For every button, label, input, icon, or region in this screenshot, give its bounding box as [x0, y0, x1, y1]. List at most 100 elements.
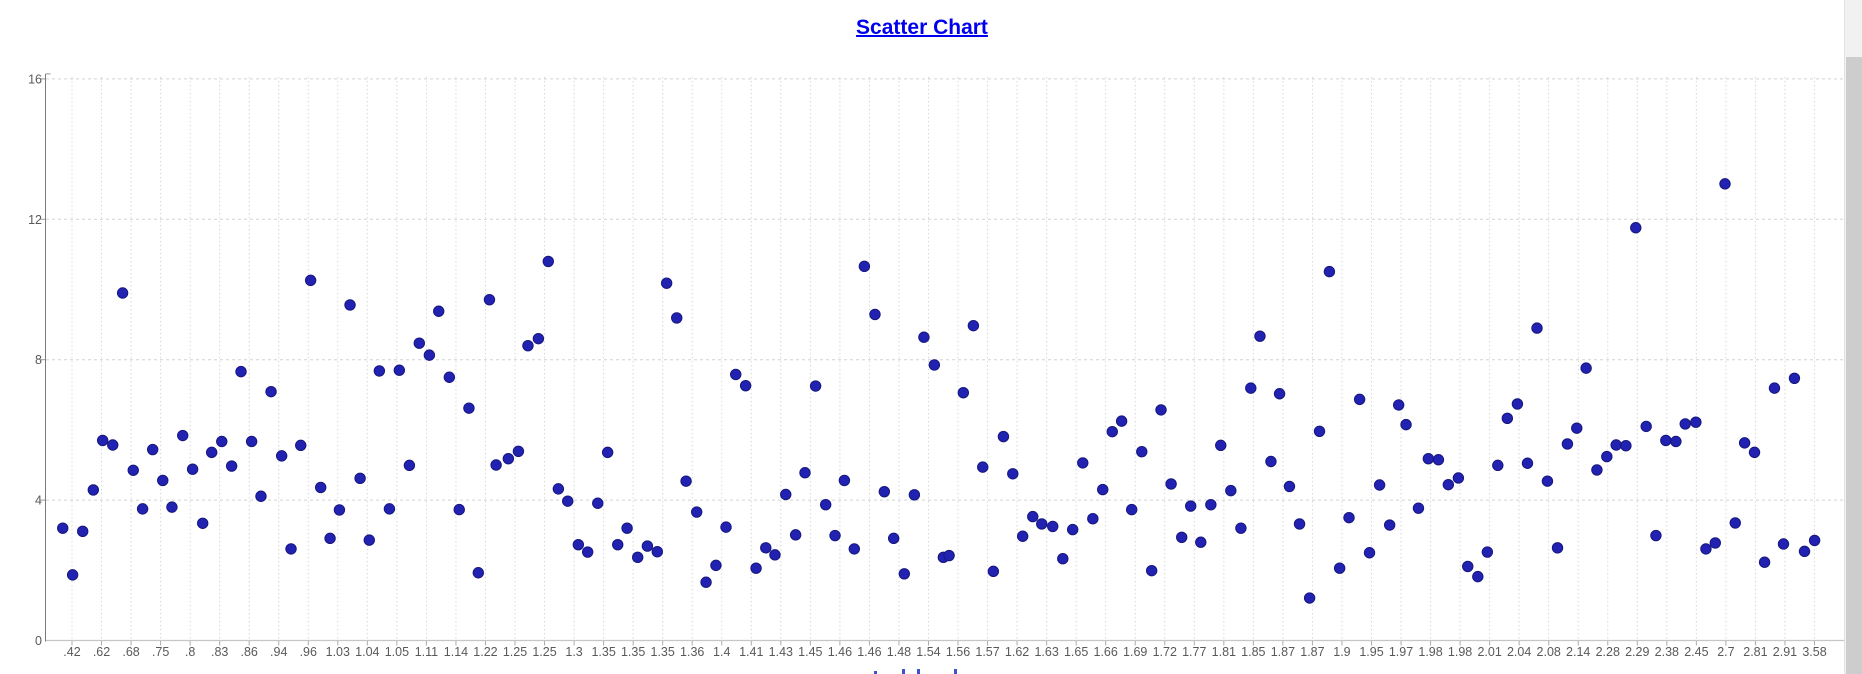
- data-point[interactable]: [641, 540, 654, 552]
- data-point[interactable]: [789, 529, 802, 541]
- data-point[interactable]: [1729, 517, 1741, 529]
- data-point[interactable]: [1273, 388, 1286, 400]
- data-point[interactable]: [928, 359, 941, 371]
- data-point[interactable]: [1700, 543, 1712, 555]
- data-point[interactable]: [146, 443, 159, 456]
- data-point[interactable]: [235, 365, 247, 378]
- data-point[interactable]: [1185, 500, 1197, 512]
- data-point[interactable]: [490, 459, 502, 471]
- data-point[interactable]: [1748, 446, 1761, 459]
- data-point[interactable]: [542, 255, 554, 268]
- data-point[interactable]: [1363, 547, 1376, 559]
- data-point[interactable]: [1115, 415, 1128, 427]
- data-point[interactable]: [127, 464, 139, 476]
- data-point[interactable]: [838, 474, 851, 487]
- data-point[interactable]: [552, 483, 565, 495]
- data-point[interactable]: [186, 463, 199, 475]
- data-point[interactable]: [1808, 534, 1821, 547]
- data-point[interactable]: [285, 543, 297, 555]
- data-point[interactable]: [1551, 542, 1564, 554]
- data-point[interactable]: [621, 522, 633, 534]
- data-point[interactable]: [572, 538, 585, 551]
- data-point[interactable]: [1511, 398, 1524, 410]
- data-point[interactable]: [651, 545, 664, 558]
- data-point[interactable]: [433, 305, 445, 317]
- data-point[interactable]: [1640, 420, 1652, 433]
- data-point[interactable]: [1738, 437, 1751, 449]
- data-point[interactable]: [1462, 560, 1474, 573]
- data-point[interactable]: [87, 484, 100, 496]
- data-point[interactable]: [1155, 404, 1167, 416]
- data-point[interactable]: [1145, 564, 1158, 577]
- data-point[interactable]: [245, 435, 258, 448]
- data-point[interactable]: [463, 402, 475, 414]
- data-point[interactable]: [304, 274, 317, 287]
- data-point[interactable]: [1087, 513, 1099, 525]
- data-point[interactable]: [1777, 538, 1790, 550]
- data-point[interactable]: [680, 475, 692, 487]
- data-point[interactable]: [205, 446, 218, 459]
- data-point[interactable]: [1690, 416, 1702, 428]
- data-point[interactable]: [333, 504, 346, 516]
- data-point[interactable]: [869, 308, 881, 321]
- data-point[interactable]: [1245, 382, 1257, 394]
- data-point[interactable]: [453, 503, 465, 516]
- data-point[interactable]: [612, 538, 624, 551]
- data-point[interactable]: [1452, 472, 1465, 484]
- data-point[interactable]: [275, 450, 288, 462]
- data-point[interactable]: [1165, 478, 1177, 490]
- data-point[interactable]: [177, 429, 189, 442]
- data-point[interactable]: [225, 460, 238, 472]
- data-point[interactable]: [1521, 457, 1534, 469]
- data-point[interactable]: [344, 299, 356, 311]
- scrollbar-track[interactable]: [1844, 0, 1862, 674]
- data-point[interactable]: [295, 439, 307, 452]
- data-point[interactable]: [1303, 592, 1316, 604]
- data-point[interactable]: [592, 497, 604, 509]
- data-point[interactable]: [898, 568, 911, 580]
- data-point[interactable]: [631, 551, 644, 564]
- data-point[interactable]: [107, 439, 119, 451]
- data-point[interactable]: [383, 503, 396, 515]
- data-point[interactable]: [1630, 222, 1642, 234]
- data-point[interactable]: [710, 559, 722, 572]
- data-point[interactable]: [1373, 479, 1386, 491]
- data-point[interactable]: [196, 517, 209, 529]
- data-point[interactable]: [1591, 464, 1603, 476]
- data-point[interactable]: [116, 287, 129, 299]
- data-point[interactable]: [1571, 422, 1583, 434]
- data-point[interactable]: [472, 567, 484, 579]
- data-point[interactable]: [1650, 529, 1662, 542]
- data-point[interactable]: [166, 501, 178, 513]
- data-point[interactable]: [1136, 445, 1148, 458]
- data-point[interactable]: [1323, 265, 1336, 278]
- data-point[interactable]: [1400, 418, 1412, 431]
- data-point[interactable]: [1047, 520, 1059, 533]
- data-point[interactable]: [1432, 454, 1445, 466]
- data-point[interactable]: [848, 543, 860, 555]
- data-point[interactable]: [799, 467, 811, 479]
- data-point[interactable]: [1541, 475, 1554, 487]
- data-point[interactable]: [690, 506, 703, 518]
- data-point[interactable]: [403, 459, 416, 472]
- data-point[interactable]: [987, 565, 1000, 578]
- data-point[interactable]: [522, 339, 534, 352]
- data-point[interactable]: [57, 522, 69, 534]
- data-point[interactable]: [1610, 439, 1622, 451]
- data-point[interactable]: [1125, 503, 1138, 516]
- data-point[interactable]: [1670, 435, 1682, 448]
- data-point[interactable]: [1501, 412, 1514, 425]
- data-point[interactable]: [700, 576, 712, 588]
- data-point[interactable]: [1383, 519, 1396, 531]
- data-point[interactable]: [660, 277, 673, 289]
- data-point[interactable]: [373, 365, 386, 377]
- data-point[interactable]: [1492, 459, 1504, 472]
- data-point[interactable]: [157, 474, 169, 487]
- data-point[interactable]: [829, 529, 841, 542]
- data-point[interactable]: [1580, 362, 1592, 374]
- data-point[interactable]: [1353, 393, 1366, 406]
- data-point[interactable]: [809, 380, 822, 392]
- data-point[interactable]: [1660, 434, 1672, 447]
- data-point[interactable]: [997, 430, 1010, 443]
- data-point[interactable]: [760, 542, 772, 554]
